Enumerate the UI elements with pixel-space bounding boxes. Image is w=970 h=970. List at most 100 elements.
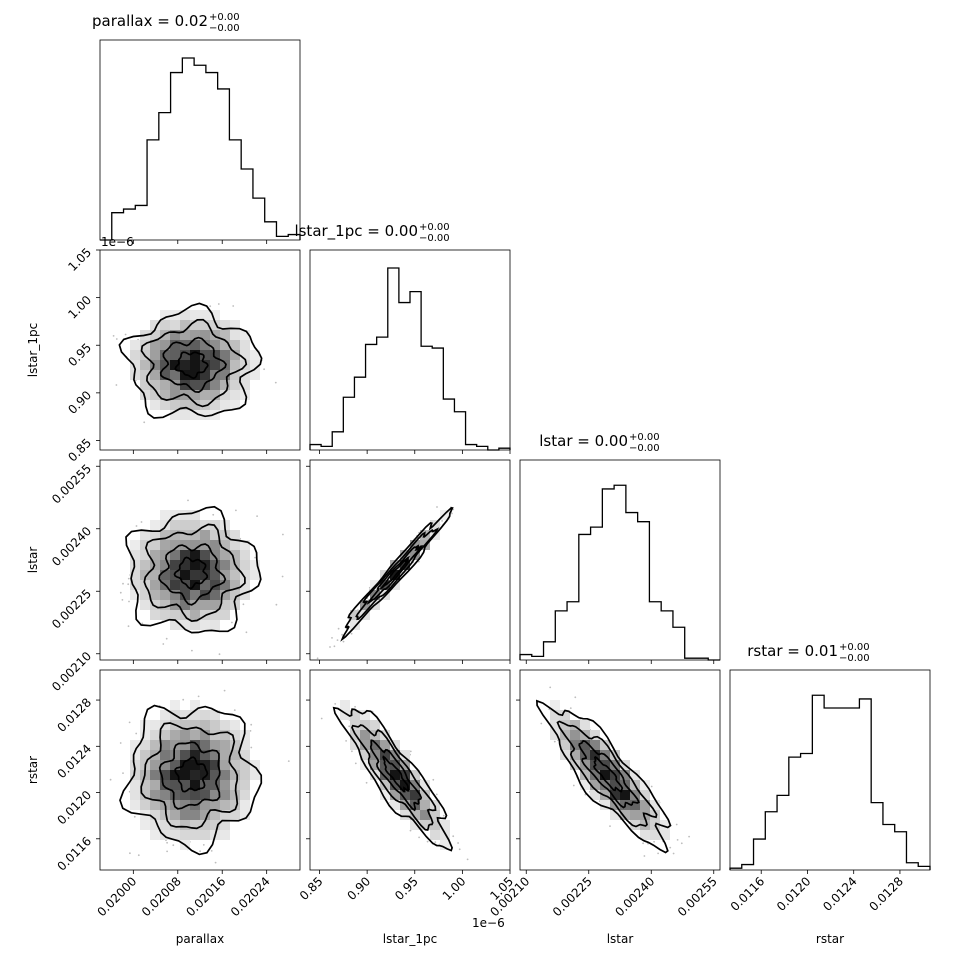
- sample-point: [263, 368, 265, 371]
- density-cell: [210, 780, 220, 790]
- sample-point: [182, 698, 185, 701]
- density-cell: [150, 390, 160, 400]
- density-cell: [390, 770, 400, 780]
- density-cell: [160, 830, 170, 840]
- title-sup-lstar_1pc: +0.00: [419, 222, 450, 233]
- sample-point: [345, 740, 347, 742]
- density-cell: [420, 790, 430, 800]
- density-cell: [230, 570, 240, 580]
- title-sub-rstar: −0.00: [839, 653, 870, 664]
- density-cell: [630, 820, 640, 830]
- density-cell: [190, 770, 200, 780]
- sample-point: [223, 689, 226, 692]
- density-cell: [150, 790, 160, 800]
- density-cell: [140, 800, 150, 810]
- density-cell: [550, 730, 560, 740]
- density-cell: [170, 550, 180, 560]
- density-cell: [170, 820, 180, 830]
- density-cell: [200, 730, 210, 740]
- sample-point: [457, 842, 459, 844]
- sample-point: [233, 709, 236, 711]
- density-cell: [160, 540, 170, 550]
- contour-1: [355, 527, 440, 621]
- density-cell: [180, 550, 190, 560]
- density-cell: [220, 810, 230, 820]
- density-cell: [170, 730, 180, 740]
- density-cell: [560, 720, 570, 730]
- density-cell: [170, 340, 180, 350]
- density-cell: [170, 620, 180, 630]
- density-cell: [440, 510, 450, 520]
- density-cell: [200, 600, 210, 610]
- density-cell: [410, 770, 420, 780]
- density-cell: [220, 550, 230, 560]
- sample-point: [140, 521, 143, 523]
- density-cell: [190, 530, 200, 540]
- x-axis-label-lstar_1pc: lstar_1pc: [383, 932, 437, 946]
- sample-point: [242, 603, 245, 606]
- density-cell: [210, 320, 220, 330]
- density-cell: [250, 560, 260, 570]
- title-parallax: parallax = 0.02: [92, 12, 208, 30]
- density-cell: [420, 810, 430, 820]
- density-cell: [380, 740, 390, 750]
- density-cell: [210, 340, 220, 350]
- density-cell: [630, 800, 640, 810]
- density-cell: [210, 810, 220, 820]
- density-cell: [220, 340, 230, 350]
- density-cell: [160, 710, 170, 720]
- density-cell: [140, 380, 150, 390]
- density-cell: [150, 520, 160, 530]
- density-cell: [160, 340, 170, 350]
- density-cell: [220, 320, 230, 330]
- density-cell: [240, 800, 250, 810]
- sample-point: [569, 707, 572, 709]
- density-cell: [190, 350, 200, 360]
- sample-point: [165, 637, 168, 640]
- title-sub-lstar_1pc: −0.00: [419, 233, 450, 244]
- density-cell: [160, 780, 170, 790]
- density-cell: [180, 360, 190, 370]
- density-cell: [170, 580, 180, 590]
- density-cell: [190, 820, 200, 830]
- density-cell: [200, 390, 210, 400]
- density-cell: [230, 790, 240, 800]
- density-cell: [190, 310, 200, 320]
- density-cell: [180, 590, 190, 600]
- density-cell: [230, 360, 240, 370]
- density-cell: [170, 560, 180, 570]
- density-cell: [590, 790, 600, 800]
- density-cell: [230, 770, 240, 780]
- density-cell: [390, 750, 400, 760]
- density-cell: [200, 340, 210, 350]
- panel-frame-lstar_1pc: [309, 249, 511, 451]
- density-cell: [340, 700, 350, 710]
- density-cell: [200, 740, 210, 750]
- density-cell: [220, 720, 230, 730]
- density-cell: [130, 340, 140, 350]
- sample-point: [657, 852, 659, 855]
- y-axis-label-lstar: lstar: [26, 547, 40, 574]
- density-cell: [360, 710, 370, 720]
- density-cell: [190, 550, 200, 560]
- density-cell: [420, 800, 430, 810]
- density-cell: [400, 750, 410, 760]
- density-cell: [200, 570, 210, 580]
- density-cell: [150, 600, 160, 610]
- panel-frame: [99, 459, 301, 661]
- density-cell: [230, 370, 240, 380]
- density-cell: [200, 350, 210, 360]
- density-cell: [210, 770, 220, 780]
- sample-point: [128, 600, 130, 603]
- density-cell: [570, 730, 580, 740]
- panel-frame: [309, 669, 511, 871]
- sample-point: [232, 305, 235, 307]
- density-cell: [140, 590, 150, 600]
- density-cell: [150, 740, 160, 750]
- density-cell: [250, 770, 260, 780]
- density-cell: [160, 810, 170, 820]
- sample-point: [121, 599, 124, 601]
- sample-point: [135, 732, 138, 735]
- density-cell: [160, 370, 170, 380]
- density-cell: [240, 340, 250, 350]
